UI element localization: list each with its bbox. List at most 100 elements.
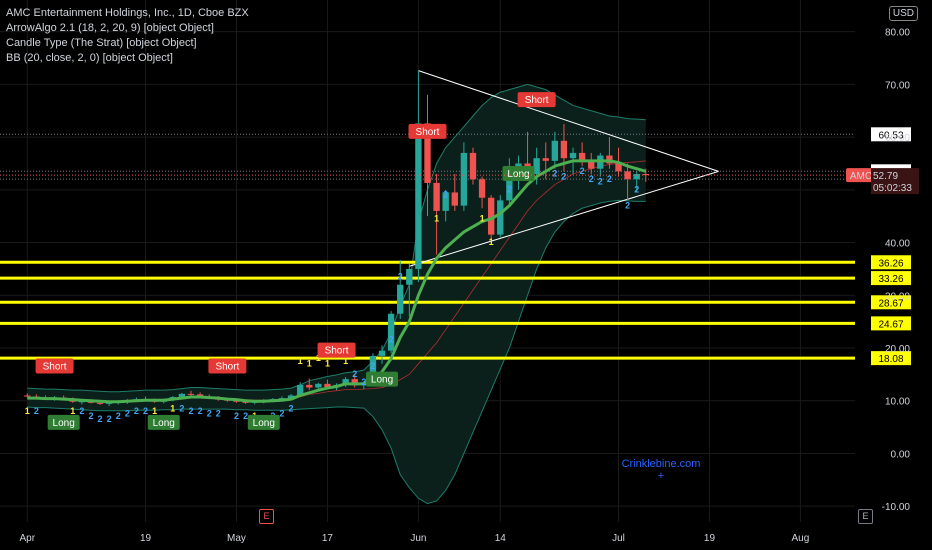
candle-body xyxy=(296,384,304,396)
strat-count: 2 xyxy=(216,409,221,419)
short-signal: Short xyxy=(208,358,247,374)
level-tag xyxy=(871,255,911,270)
short-signal: Short xyxy=(408,123,447,139)
price-tick-label: 0.00 xyxy=(891,449,911,460)
level-tag xyxy=(871,271,911,286)
candle-body xyxy=(460,152,468,206)
price-tick-label: 30.00 xyxy=(885,291,910,302)
indicator-arrowalgo[interactable]: ArrowAlgo 2.1 (18, 2, 20, 9) [object Obj… xyxy=(6,22,214,34)
signal-label: Long xyxy=(371,375,393,386)
strat-count: 2 xyxy=(79,406,84,416)
signal-labels: Short Long Long Short Long Short Long Short Long… xyxy=(35,92,556,430)
indicator-bollinger[interactable]: BB (20, close, 2, 0) [object Object] xyxy=(6,52,173,64)
date-tick-label: Jul xyxy=(612,533,625,544)
strat-count: 2 xyxy=(88,411,93,421)
triangle-lower-line[interactable] xyxy=(409,170,719,267)
signal-box xyxy=(147,414,180,430)
level-tag xyxy=(871,127,911,142)
time-axis[interactable]: Apr 19 May 17 Jun 14 Jul 19 Aug xyxy=(20,533,810,544)
signal-label: Short xyxy=(43,361,67,372)
price-tick-label: 80.00 xyxy=(885,28,910,39)
strat-count: 2 xyxy=(134,406,139,416)
triangle-upper-line[interactable] xyxy=(418,70,719,172)
bar-countdown: 05:02:33 xyxy=(873,183,912,194)
last-price-value: 52.79 xyxy=(873,171,898,182)
candle-body xyxy=(178,393,186,398)
watermark: Crinklebine.com+ xyxy=(622,458,701,482)
crosshair-icon: + xyxy=(658,470,664,482)
signal-label: Long xyxy=(53,418,75,429)
symbol-tag xyxy=(846,168,876,183)
short-signal: Short xyxy=(517,92,556,108)
bollinger-upper-band xyxy=(27,83,646,393)
signal-box xyxy=(35,358,74,374)
signal-box xyxy=(317,342,356,358)
symbol-label: AMC xyxy=(850,171,872,182)
long-signal: Long xyxy=(147,414,180,430)
strat-count: 2 xyxy=(143,406,148,416)
candle-body xyxy=(24,395,31,397)
date-tick-label: 19 xyxy=(140,533,152,544)
strat-count: 2 xyxy=(634,184,639,194)
short-signal: Short xyxy=(317,342,356,358)
date-tick-label: Apr xyxy=(20,533,36,544)
strat-count: 1 xyxy=(343,356,348,366)
strat-count: 2 xyxy=(116,411,121,421)
signal-box xyxy=(366,371,399,387)
signal-box xyxy=(247,414,280,430)
earnings-marker-icon[interactable]: E xyxy=(858,509,873,524)
candle-body xyxy=(387,313,395,351)
candle-body xyxy=(242,401,249,403)
strat-count: 2 xyxy=(107,414,112,424)
indicator-candle-type[interactable]: Candle Type (The Strat) [object Object] xyxy=(6,37,197,49)
signal-label: Long xyxy=(507,169,529,180)
candle-body xyxy=(551,140,559,161)
level-tag xyxy=(871,316,911,331)
strat-count: 2 xyxy=(389,335,394,345)
symbol-title[interactable]: AMC Entertainment Holdings, Inc., 1D, Cb… xyxy=(6,7,249,19)
strat-count: 2 xyxy=(625,200,630,210)
arrowalgo-trend-line xyxy=(27,159,647,404)
date-tick-label: Aug xyxy=(792,533,810,544)
candle-body xyxy=(397,284,404,314)
strat-count: 2 xyxy=(580,166,585,176)
strat-count: 2 xyxy=(243,411,248,421)
level-label: 60.53 xyxy=(878,130,903,141)
long-signal: Long xyxy=(47,414,80,430)
candle-body xyxy=(378,350,386,356)
currency-button[interactable]: USD xyxy=(888,6,918,21)
price-tick-label: 60.00 xyxy=(885,133,910,144)
strat-count: 2 xyxy=(398,271,403,281)
strat-count: 2 xyxy=(289,403,294,413)
candle-body xyxy=(469,152,477,180)
chart-legend: AMC Entertainment Holdings, Inc., 1D, Cb… xyxy=(6,6,249,66)
strat-count: 2 xyxy=(352,369,357,379)
strat-count: 1 xyxy=(170,403,175,413)
candle-body xyxy=(342,379,349,385)
date-tick-label: 14 xyxy=(495,533,507,544)
triangle-drawing[interactable] xyxy=(409,70,719,267)
candle-body xyxy=(187,393,195,395)
strat-count: 1 xyxy=(70,406,75,416)
strat-count: 1 xyxy=(480,213,485,223)
strat-count: 2 xyxy=(34,406,39,416)
strat-count: 2 xyxy=(589,174,594,184)
strat-count: 1 xyxy=(152,406,157,416)
earnings-marker-icon[interactable]: E xyxy=(259,509,274,524)
candle-body xyxy=(196,394,204,397)
candle-body xyxy=(96,402,104,404)
level-label: 33.26 xyxy=(878,274,903,285)
strat-count: 2 xyxy=(361,377,366,387)
price-axis[interactable]: 80.0070.0060.0050.0040.0030.0020.0010.00… xyxy=(882,28,911,514)
signal-label: Short xyxy=(525,95,549,106)
candle-body xyxy=(487,197,495,235)
short-signal: Short xyxy=(35,358,74,374)
signal-label: Short xyxy=(215,361,239,372)
date-tick-label: May xyxy=(227,533,246,544)
candle-body xyxy=(278,398,286,400)
date-tick-label: Jun xyxy=(410,533,426,544)
candle-body xyxy=(615,163,622,172)
